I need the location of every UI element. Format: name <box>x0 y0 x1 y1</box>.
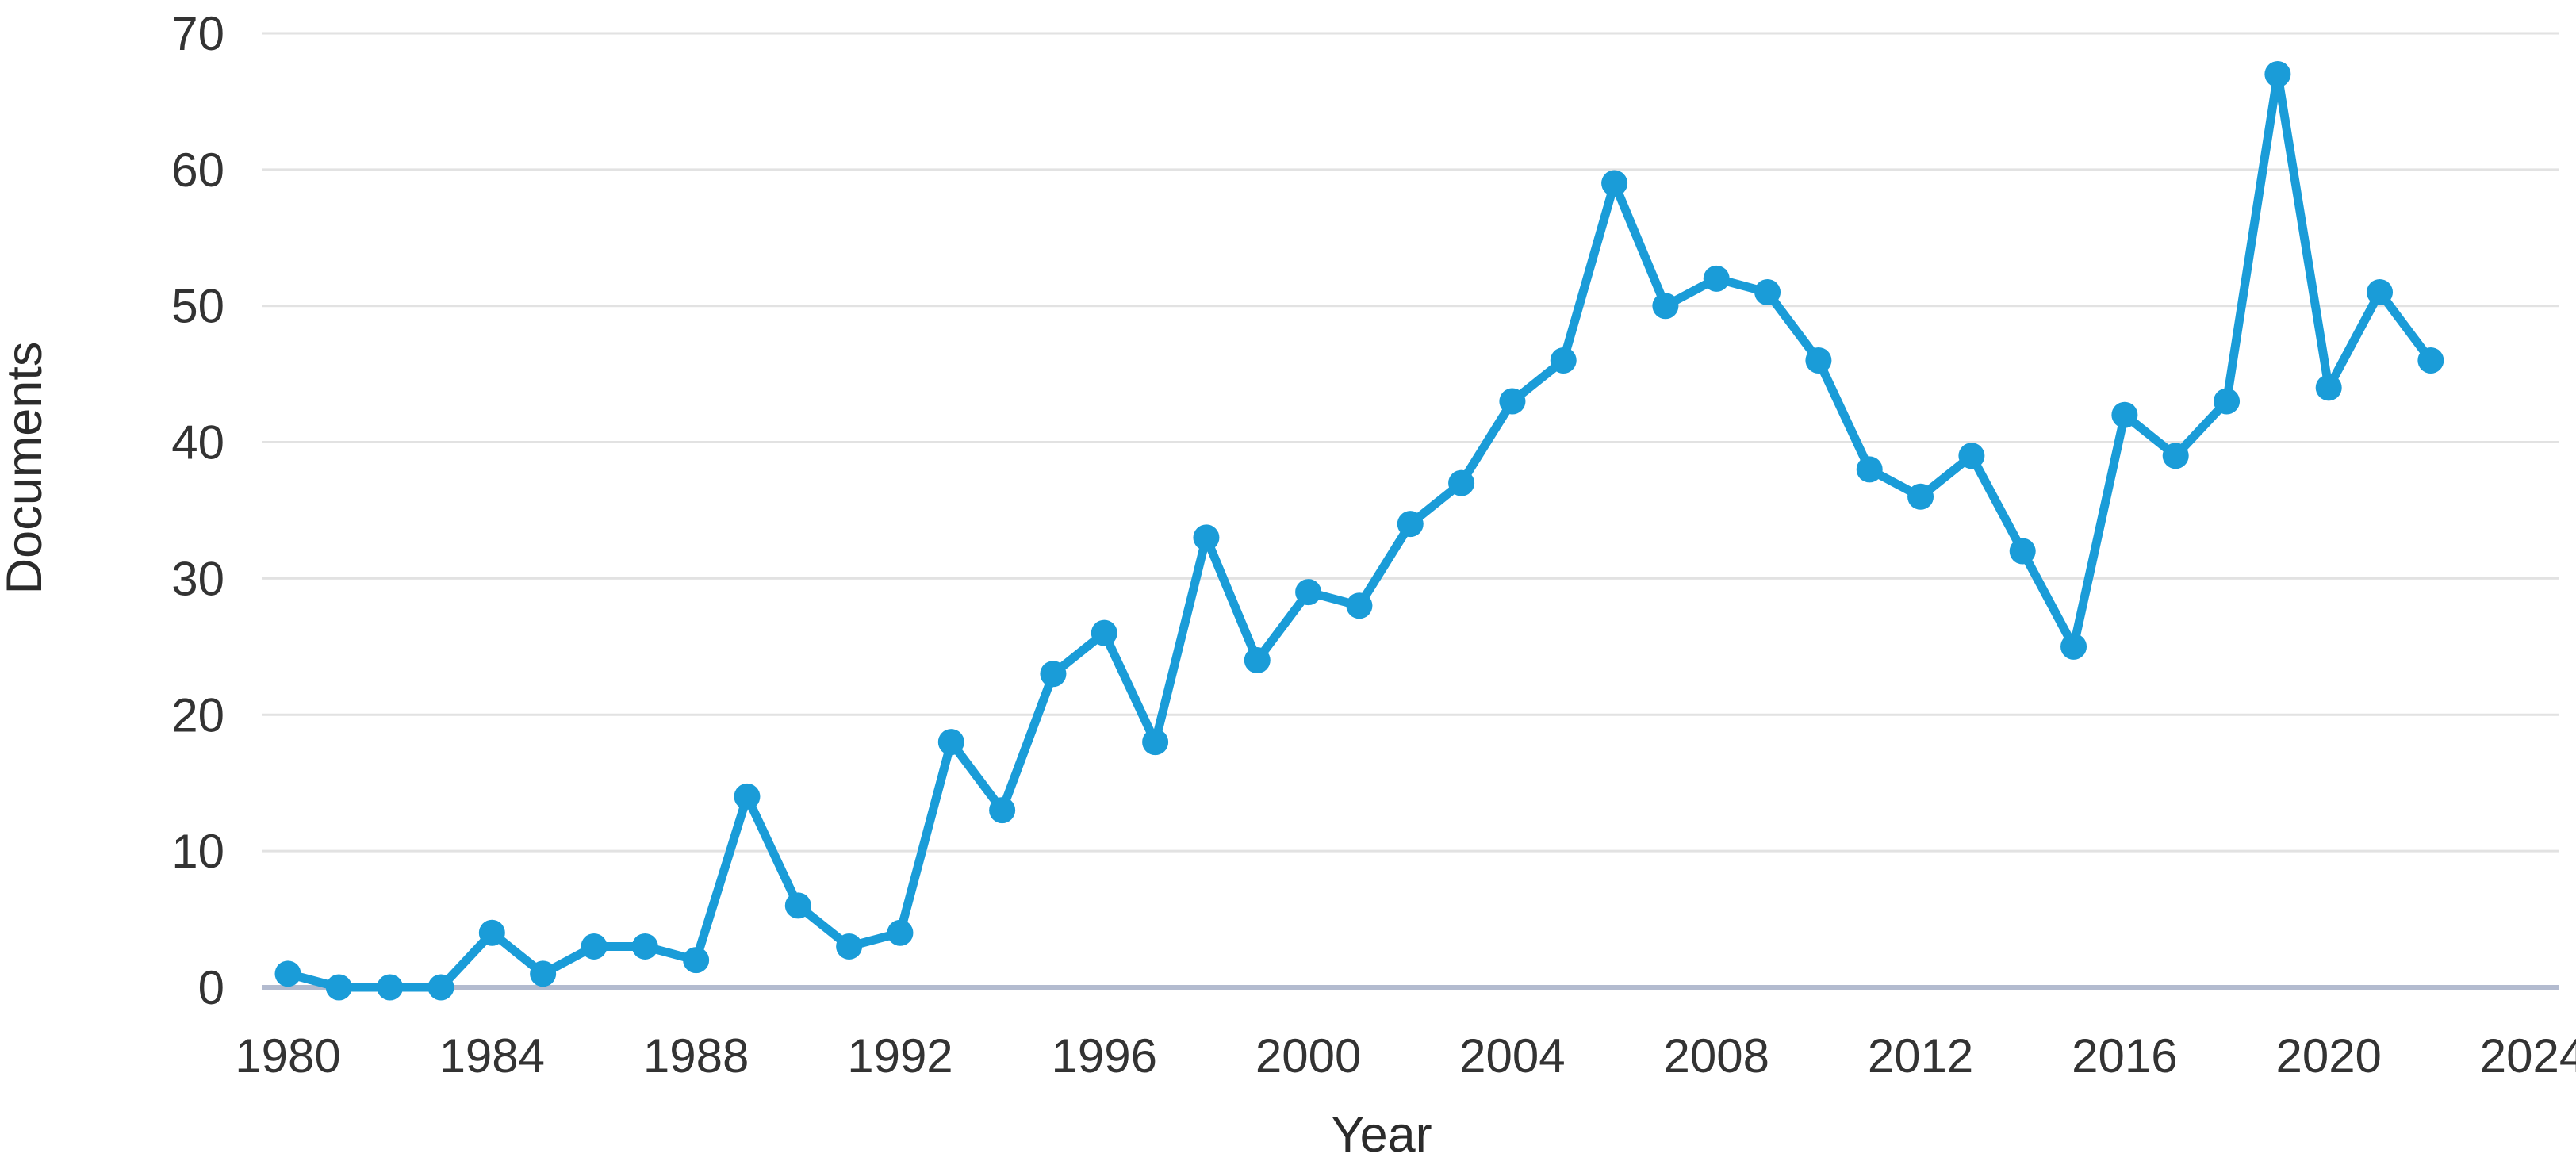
y-tick-label-70: 70 <box>171 7 224 60</box>
x-tick-label-2000: 2000 <box>1255 1029 1361 1083</box>
data-point-1996 <box>1091 619 1117 646</box>
data-point-2022 <box>2417 347 2444 374</box>
x-tick-label-1984: 1984 <box>439 1029 545 1083</box>
y-tick-label-60: 60 <box>171 144 224 197</box>
data-point-1989 <box>734 783 761 810</box>
data-point-2018 <box>2214 388 2241 415</box>
data-point-2011 <box>1856 456 1883 483</box>
data-point-1994 <box>989 797 1016 824</box>
data-point-2013 <box>1958 443 1985 469</box>
gridlines <box>262 32 2559 990</box>
data-point-1985 <box>530 960 557 987</box>
data-point-2008 <box>1703 265 1730 292</box>
data-point-2001 <box>1346 592 1373 619</box>
y-tick-label-40: 40 <box>171 416 224 469</box>
data-point-2000 <box>1295 579 1322 606</box>
x-axis-tick-labels: 1980 1984 1988 1992 1996 2000 2004 2008 2012 2016… <box>235 1029 2576 1083</box>
data-point-2014 <box>2009 538 2036 565</box>
data-point-2016 <box>2111 401 2138 428</box>
data-point-2002 <box>1397 511 1424 538</box>
x-tick-label-1992: 1992 <box>847 1029 953 1083</box>
data-point-1999 <box>1244 647 1271 674</box>
data-point-1992 <box>887 919 914 946</box>
x-tick-label-1996: 1996 <box>1052 1029 1157 1083</box>
data-point-1982 <box>377 974 404 1001</box>
data-point-1981 <box>325 974 352 1001</box>
data-point-2012 <box>1907 483 1934 510</box>
x-tick-label-2020: 2020 <box>2275 1029 2381 1083</box>
data-point-1997 <box>1142 729 1169 756</box>
y-tick-label-30: 30 <box>171 552 224 605</box>
data-point-2020 <box>2315 374 2342 401</box>
x-tick-label-2016: 2016 <box>2072 1029 2177 1083</box>
data-point-1998 <box>1193 524 1220 551</box>
y-tick-label-0: 0 <box>198 961 224 1014</box>
data-point-2010 <box>1805 347 1832 374</box>
data-point-2003 <box>1448 469 1475 496</box>
data-point-2004 <box>1499 388 1526 415</box>
data-point-1987 <box>631 933 658 960</box>
data-point-2021 <box>2367 279 2394 306</box>
data-point-1984 <box>478 919 505 946</box>
data-point-2007 <box>1652 293 1679 320</box>
y-tick-label-50: 50 <box>171 280 224 333</box>
x-axis-title: Year <box>1331 1107 1432 1163</box>
x-tick-label-1988: 1988 <box>643 1029 749 1083</box>
data-point-1991 <box>836 933 863 960</box>
x-tick-label-2008: 2008 <box>1663 1029 1769 1083</box>
data-point-1980 <box>274 960 301 987</box>
data-point-2009 <box>1754 279 1781 306</box>
documents-line-series <box>274 61 2444 1001</box>
data-point-1990 <box>784 892 811 919</box>
y-tick-label-10: 10 <box>171 825 224 878</box>
y-tick-label-20: 20 <box>171 688 224 742</box>
y-axis-tick-labels: 0 10 20 30 40 50 60 70 <box>171 7 224 1014</box>
data-point-1983 <box>427 974 454 1001</box>
data-point-2005 <box>1550 347 1577 374</box>
data-point-2019 <box>2264 61 2291 88</box>
y-axis-title: Documents <box>0 342 52 595</box>
x-tick-label-2024: 2024 <box>2480 1029 2576 1083</box>
data-point-2017 <box>2162 443 2189 469</box>
x-tick-label-1980: 1980 <box>235 1029 340 1083</box>
data-point-1986 <box>581 933 608 960</box>
data-point-1993 <box>937 729 964 756</box>
x-tick-label-2012: 2012 <box>1868 1029 1973 1083</box>
data-point-1995 <box>1040 661 1067 688</box>
data-point-1988 <box>683 947 710 974</box>
data-point-2015 <box>2060 633 2087 660</box>
x-tick-label-2004: 2004 <box>1459 1029 1565 1083</box>
data-point-2006 <box>1601 170 1628 197</box>
